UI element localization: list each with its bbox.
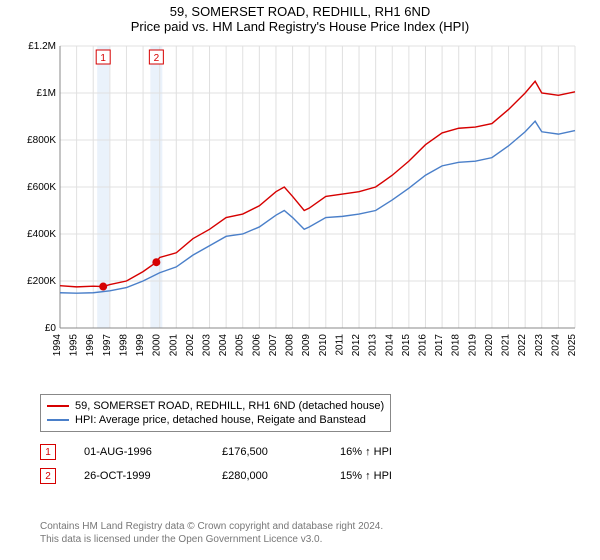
xtick-label: 2021 <box>501 334 512 357</box>
xtick-label: 2019 <box>467 334 478 357</box>
event-flag-label: 1 <box>100 53 106 64</box>
chart-plot: £0 £200K £400K £600K £800K £1M £1.2M 1994 1995 19… <box>20 38 580 378</box>
ytick-label: £1M <box>37 88 56 99</box>
chart-container: 59, SOMERSET ROAD, REDHILL, RH1 6ND Pric… <box>0 0 600 560</box>
xtick-label: 2022 <box>517 334 528 357</box>
footer-line-1: Contains HM Land Registry data © Crown c… <box>40 520 560 533</box>
event-date: 26-OCT-1999 <box>84 470 194 482</box>
xtick-label: 2018 <box>451 334 462 357</box>
xtick-label: 2010 <box>318 334 329 357</box>
xtick-label: 2011 <box>334 334 345 356</box>
xtick-label: 2001 <box>168 334 179 357</box>
xtick-label: 2016 <box>417 334 428 357</box>
xtick-label: 2017 <box>434 334 445 357</box>
events-table: 1 01-AUG-1996 £176,500 16% ↑ HPI 2 26-OCT-199… <box>40 440 560 488</box>
ytick-label: £400K <box>27 229 56 240</box>
xtick-label: 1996 <box>85 334 96 357</box>
xtick-label: 2006 <box>251 334 262 357</box>
series-line-0 <box>60 81 575 287</box>
event-date: 01-AUG-1996 <box>84 446 194 458</box>
legend: 59, SOMERSET ROAD, REDHILL, RH1 6ND (det… <box>40 394 391 432</box>
xtick-label: 2000 <box>152 334 163 357</box>
xtick-label: 2013 <box>368 334 379 357</box>
xtick-label: 2023 <box>534 334 545 357</box>
xtick-label: 2009 <box>301 334 312 357</box>
xtick-label: 2024 <box>550 334 561 357</box>
xtick-label: 2025 <box>567 334 578 357</box>
xtick-label: 2004 <box>218 334 229 357</box>
ytick-label: £800K <box>27 135 56 146</box>
series-line-1 <box>60 121 575 293</box>
event-row: 2 26-OCT-1999 £280,000 15% ↑ HPI <box>40 464 560 488</box>
chart-subtitle: Price paid vs. HM Land Registry's House … <box>0 19 600 38</box>
legend-label: 59, SOMERSET ROAD, REDHILL, RH1 6ND (det… <box>75 400 384 412</box>
event-marker-box: 1 <box>40 444 56 460</box>
chart-title: 59, SOMERSET ROAD, REDHILL, RH1 6ND <box>0 0 600 19</box>
event-flag-label: 2 <box>154 53 160 64</box>
xtick-label: 2008 <box>285 334 296 357</box>
ytick-label: £200K <box>27 276 56 287</box>
xtick-label: 2007 <box>268 334 279 357</box>
xtick-label: 2003 <box>202 334 213 357</box>
xtick-label: 1999 <box>135 334 146 357</box>
ytick-label: £0 <box>45 323 57 334</box>
xtick-label: 2005 <box>235 334 246 357</box>
xtick-label: 2012 <box>351 334 362 357</box>
event-price: £280,000 <box>222 470 312 482</box>
event-delta: 15% ↑ HPI <box>340 470 392 482</box>
event-marker-box: 2 <box>40 468 56 484</box>
legend-item: 59, SOMERSET ROAD, REDHILL, RH1 6ND (det… <box>47 399 384 413</box>
xtick-label: 1995 <box>69 334 80 357</box>
footer-note: Contains HM Land Registry data © Crown c… <box>40 520 560 546</box>
event-delta: 16% ↑ HPI <box>340 446 392 458</box>
xtick-label: 1998 <box>118 334 129 357</box>
xtick-label: 1994 <box>52 334 63 357</box>
legend-item: HPI: Average price, detached house, Reig… <box>47 413 384 427</box>
legend-swatch <box>47 405 69 407</box>
event-row: 1 01-AUG-1996 £176,500 16% ↑ HPI <box>40 440 560 464</box>
legend-label: HPI: Average price, detached house, Reig… <box>75 414 366 426</box>
xtick-label: 1997 <box>102 334 113 357</box>
legend-swatch <box>47 419 69 421</box>
xtick-label: 2020 <box>484 334 495 357</box>
xtick-label: 2015 <box>401 334 412 357</box>
ytick-label: £600K <box>27 182 56 193</box>
ytick-label: £1.2M <box>28 41 56 52</box>
xtick-label: 2002 <box>185 334 196 357</box>
xtick-label: 2014 <box>384 334 395 357</box>
event-dot <box>152 258 160 266</box>
event-price: £176,500 <box>222 446 312 458</box>
footer-line-2: This data is licensed under the Open Gov… <box>40 533 560 546</box>
event-dot <box>99 283 107 291</box>
